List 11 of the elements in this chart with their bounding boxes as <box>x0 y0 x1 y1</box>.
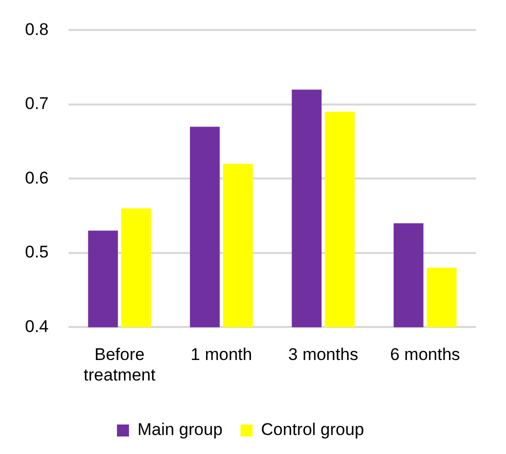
y-tick-label: 0.4 <box>24 316 49 336</box>
x-tick-label: 3 months <box>288 345 358 364</box>
y-tick-label: 0.6 <box>24 168 49 188</box>
legend-label: Control group <box>261 420 364 440</box>
y-tick-label: 0.5 <box>24 242 49 262</box>
x-tick-label: 6 months <box>390 345 460 364</box>
y-tick-label: 0.7 <box>24 94 49 114</box>
x-tick-label: 1 month <box>190 345 252 364</box>
y-tick-label: 0.8 <box>24 20 49 39</box>
legend-label: Main group <box>137 420 223 440</box>
x-tick-label: Before treatment <box>84 345 156 384</box>
